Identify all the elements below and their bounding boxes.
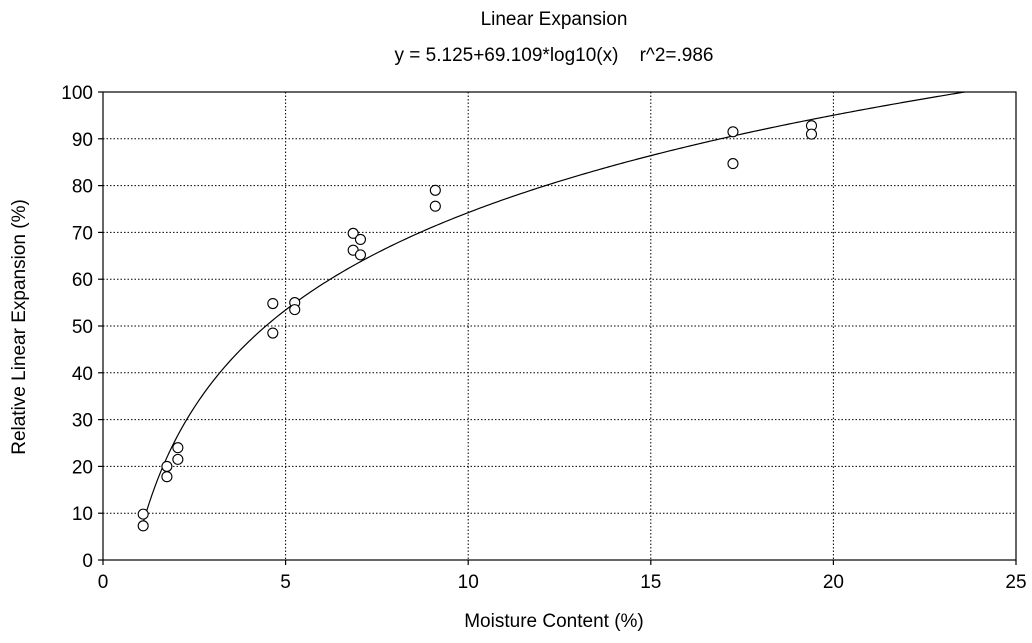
y-tick-label: 80 — [72, 177, 93, 198]
y-tick-label: 70 — [72, 223, 93, 244]
data-point — [805, 128, 818, 140]
y-tick-label: 60 — [72, 270, 93, 291]
data-points — [137, 120, 818, 532]
y-tick-label: 40 — [72, 364, 93, 385]
grid-lines — [103, 92, 1016, 560]
x-axis-ticks: 0 5 10 15 20 25 — [98, 560, 1027, 593]
x-axis-label: Moisture Content (%) — [464, 611, 644, 632]
y-tick-label: 20 — [72, 457, 93, 478]
x-tick-label: 20 — [823, 572, 844, 593]
data-point — [347, 227, 359, 239]
regression-curve — [142, 91, 965, 523]
data-point — [137, 520, 149, 532]
x-tick-label: 5 — [280, 572, 291, 593]
data-point — [267, 327, 279, 339]
y-tick-label: 90 — [72, 130, 93, 151]
data-point — [429, 200, 441, 212]
y-tick-label: 100 — [61, 83, 93, 104]
x-tick-label: 25 — [1005, 572, 1026, 593]
data-point — [354, 233, 367, 245]
data-point — [172, 442, 184, 454]
data-point — [354, 249, 367, 261]
y-tick-label: 30 — [72, 411, 93, 432]
data-point — [161, 471, 173, 483]
y-tick-label: 0 — [82, 551, 93, 572]
x-tick-label: 15 — [640, 572, 661, 593]
y-tick-label: 50 — [72, 317, 93, 338]
data-point — [727, 126, 739, 138]
data-point — [727, 158, 739, 170]
data-point — [429, 184, 441, 196]
chart-title: Linear Expansion — [481, 9, 628, 30]
data-point — [137, 508, 149, 520]
data-point — [172, 453, 184, 465]
data-point — [289, 304, 301, 316]
x-tick-label: 0 — [98, 572, 109, 593]
y-tick-label: 10 — [72, 504, 93, 525]
x-tick-label: 10 — [458, 572, 479, 593]
y-axis-label: Relative Linear Expansion (%) — [9, 199, 30, 455]
data-point — [161, 460, 173, 472]
data-point — [267, 297, 279, 310]
y-axis-ticks: 0 10 20 30 40 50 60 70 80 90 100 — [61, 83, 103, 572]
chart-subtitle: y = 5.125+69.109*log10(x) r^2=.986 — [395, 45, 714, 66]
